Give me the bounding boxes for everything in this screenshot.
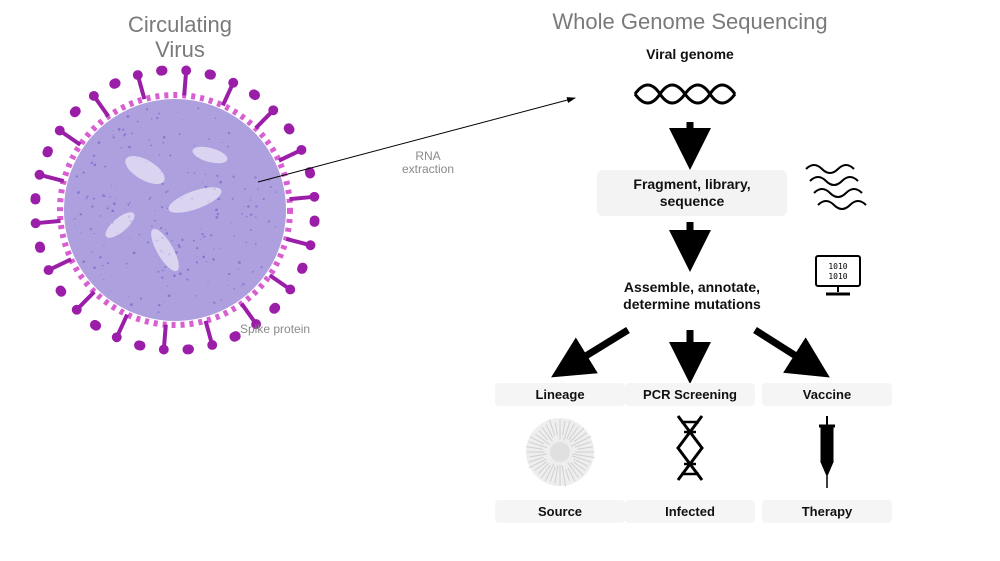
output-vaccine-top: Vaccine (762, 383, 892, 406)
genome-wave-icon (630, 72, 750, 116)
dna-helix-icon (670, 412, 710, 492)
title-right-text: Whole Genome Sequencing (552, 9, 827, 34)
virus-illustration (0, 30, 355, 390)
syringe-icon (807, 412, 847, 492)
output-lineage-top: Lineage (495, 383, 625, 406)
title-right: Whole Genome Sequencing (540, 9, 840, 34)
rna-extraction-label: RNA extraction (402, 150, 454, 176)
spike-protein-label: Spike protein (240, 322, 310, 336)
svg-text:1010: 1010 (828, 262, 847, 271)
computer-monitor-icon: 1010 1010 (812, 252, 864, 300)
phylogeny-icon (520, 412, 600, 492)
svg-text:1010: 1010 (828, 272, 847, 281)
output-lineage-bottom: Source (495, 500, 625, 523)
step-fragment: Fragment, library, sequence (597, 170, 787, 216)
step-viral-genome: Viral genome (625, 40, 755, 68)
output-vaccine-bottom: Therapy (762, 500, 892, 523)
output-pcr-bottom: Infected (625, 500, 755, 523)
sequencing-reads-icon (800, 155, 870, 210)
output-pcr-top: PCR Screening (625, 383, 755, 406)
step-assemble: Assemble, annotate, determine mutations (588, 273, 796, 319)
